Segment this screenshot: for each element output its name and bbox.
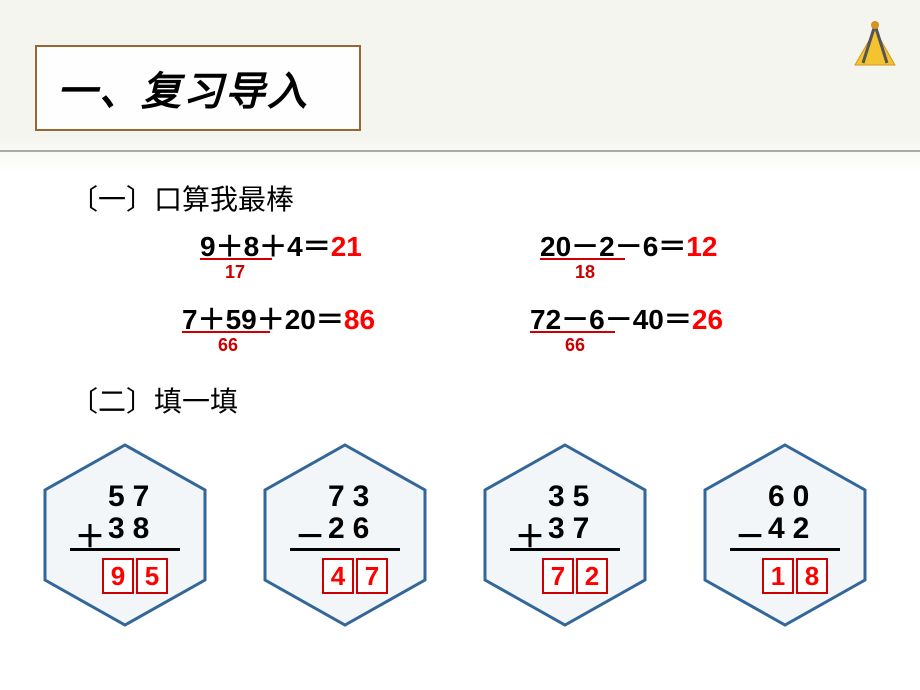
section1-heading: 〔一〕口算我最棒 [70, 178, 294, 218]
title-box: 一、复习导入 [35, 45, 361, 131]
hex1-rule [70, 548, 180, 551]
hex2-rule [290, 548, 400, 551]
hex4-top: 60 [768, 480, 817, 514]
intermediate-1: 17 [225, 262, 245, 283]
answer-1: 21 [331, 231, 362, 262]
intermediate-3: 66 [218, 335, 238, 356]
hex2-bottom: 26 [328, 512, 377, 546]
intermediate-4: 66 [565, 335, 585, 356]
divider-line [0, 150, 920, 152]
hex4-r2: 8 [796, 558, 828, 594]
hex3-r2: 2 [576, 558, 608, 594]
hexagon-3: 35 ＋ 37 7 2 [480, 440, 650, 630]
hex4-rule [730, 548, 840, 551]
underline-2 [540, 258, 625, 260]
math-tools-icon [845, 15, 905, 75]
hex2-top: 73 [328, 480, 377, 514]
hex1-r2: 5 [136, 558, 168, 594]
hexagon-1: 57 ＋ 38 9 5 [40, 440, 210, 630]
answer-4: 26 [692, 304, 723, 335]
hex3-rule [510, 548, 620, 551]
hex3-bottom: 37 [548, 512, 597, 546]
hex1-bottom: 38 [108, 512, 157, 546]
underline-4 [530, 331, 615, 333]
section2-heading: 〔二〕填一填 [70, 380, 238, 420]
answer-3: 86 [344, 304, 375, 335]
hex1-top: 57 [108, 480, 157, 514]
hex3-r1: 7 [542, 558, 574, 594]
hex1-r1: 9 [102, 558, 134, 594]
underline-3 [182, 331, 270, 333]
hex3-top: 35 [548, 480, 597, 514]
hex4-r1: 1 [762, 558, 794, 594]
hexagon-4: 60 － 42 1 8 [700, 440, 870, 630]
hex2-r1: 4 [322, 558, 354, 594]
intermediate-2: 18 [575, 262, 595, 283]
answer-2: 12 [686, 231, 717, 262]
hexagon-2: 73 － 26 4 7 [260, 440, 430, 630]
page-title: 一、复习导入 [57, 69, 309, 114]
underline-1 [200, 258, 272, 260]
hex2-r2: 7 [356, 558, 388, 594]
hex4-bottom: 42 [768, 512, 817, 546]
